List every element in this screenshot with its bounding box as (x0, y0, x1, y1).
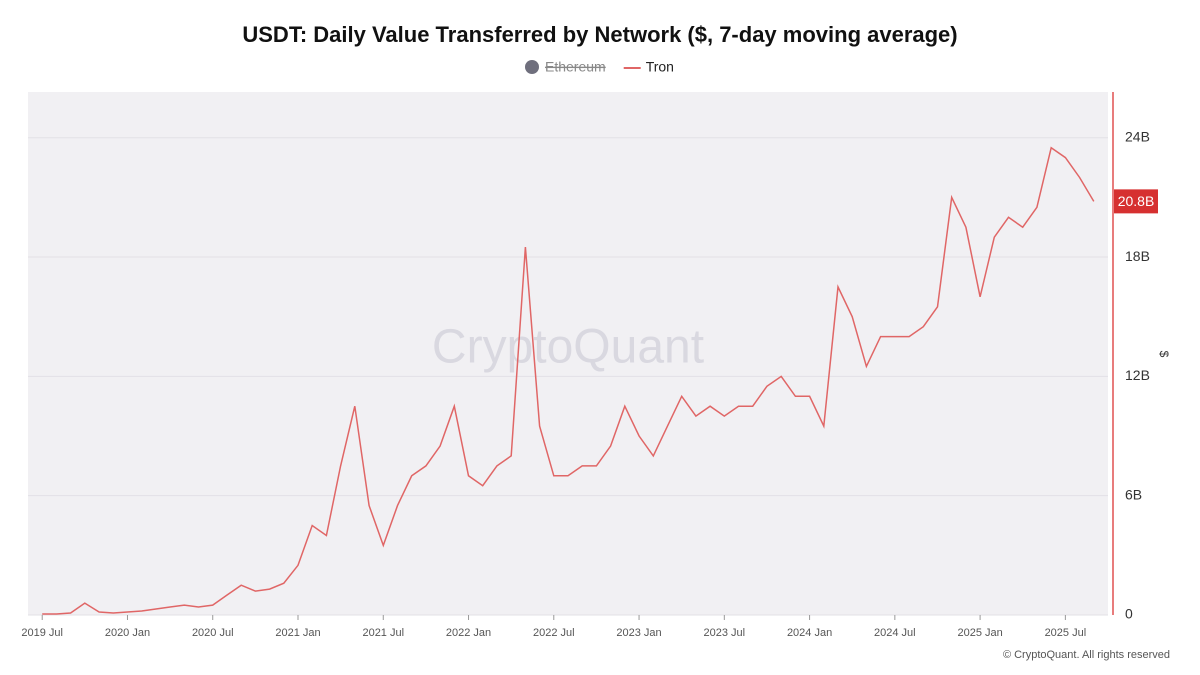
y-tick-label: 18B (1125, 248, 1150, 264)
x-tick-label: 2021 Jul (362, 627, 404, 639)
watermark: CryptoQuant (432, 321, 704, 374)
chart-title: USDT: Daily Value Transferred by Network… (242, 22, 957, 47)
footer: © CryptoQuant. All rights reserved (1003, 649, 1170, 661)
x-tick-label: 2022 Jul (533, 627, 575, 639)
y-tick-label: 24B (1125, 128, 1150, 144)
line-series (42, 146, 1095, 615)
x-tick-label: 2024 Jul (874, 627, 916, 639)
x-tick-label: 2025 Jan (957, 627, 1002, 639)
y-axis-label: $ (1157, 351, 1171, 358)
legend-label: Tron (646, 59, 674, 75)
y-tick-label: 12B (1125, 367, 1150, 383)
x-tick-label: 2023 Jan (616, 627, 661, 639)
x-tick-label: 2025 Jul (1045, 627, 1087, 639)
x-tick-label: 2024 Jan (787, 627, 832, 639)
x-tick-label: 2020 Jan (105, 627, 150, 639)
x-tick-label: 2021 Jan (275, 627, 320, 639)
legend-marker (525, 60, 539, 74)
x-tick-label: 2020 Jul (192, 627, 234, 639)
legend-label: Ethereum (545, 59, 606, 75)
x-tick-label: 2022 Jan (446, 627, 491, 639)
current-value-badge (1114, 189, 1158, 214)
plot-area (28, 92, 1108, 615)
y-tick-label: 0 (1125, 606, 1133, 622)
y-tick-label: 6B (1125, 486, 1142, 502)
x-tick-label: 2023 Jul (704, 627, 746, 639)
x-tick-label: 2019 Jul (21, 627, 63, 639)
current-value-label: 20.8B (1118, 193, 1155, 209)
